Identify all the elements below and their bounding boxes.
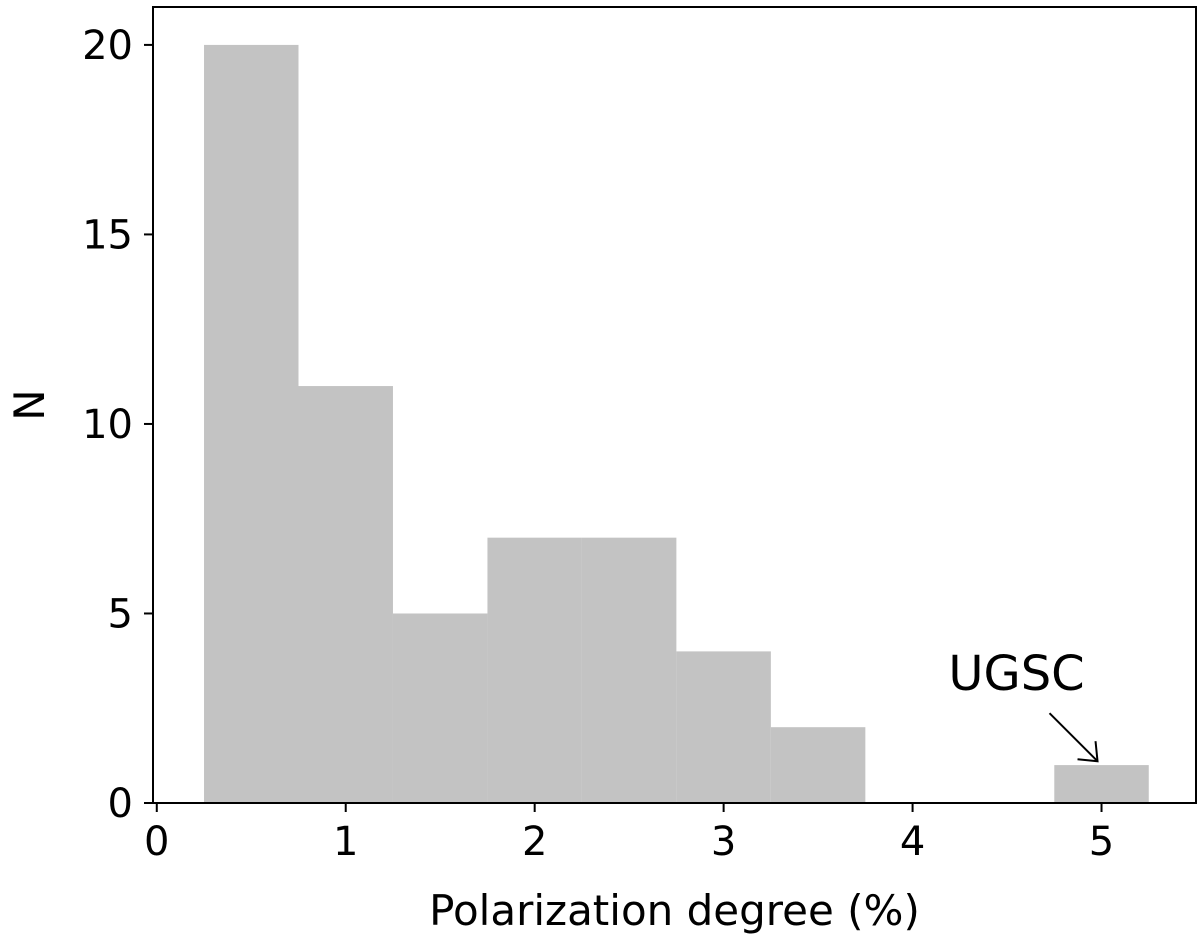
x-tick-label: 0 [144,819,169,865]
y-tick-label: 20 [82,23,133,69]
histogram-bar-0 [204,44,299,803]
x-tick-label: 2 [522,819,547,865]
histogram-bar-5 [676,651,771,803]
y-axis-label: N [5,389,54,420]
annotation-arrow-line [1048,712,1099,762]
plot-frame [152,6,1197,804]
y-axis-ticks: 0 5 10 15 20 [82,23,153,827]
x-tick-label: 4 [900,819,925,865]
histogram-bar-3 [487,537,582,803]
histogram-bars [204,44,1149,803]
annotation-arrow-head [1077,741,1099,763]
histogram-bar-9 [1054,765,1149,803]
y-tick-label: 15 [82,212,133,258]
x-tick-label: 1 [333,819,358,865]
x-tick-label: 5 [1089,819,1114,865]
y-tick-label: 5 [108,591,133,637]
histogram-bar-6 [770,727,866,803]
x-tick-label: 3 [711,819,736,865]
ugsc-annotation: UGSC [948,646,1099,763]
x-axis-ticks: 0 1 2 3 4 5 [144,803,1114,865]
annotation-text: UGSC [948,646,1084,702]
y-tick-label: 0 [108,781,133,827]
y-tick-label: 10 [82,402,133,448]
histogram-bar-2 [392,613,488,803]
histogram-bar-4 [581,537,677,803]
histogram-bar-1 [298,386,393,803]
x-axis-label: Polarization degree (%) [429,886,920,935]
